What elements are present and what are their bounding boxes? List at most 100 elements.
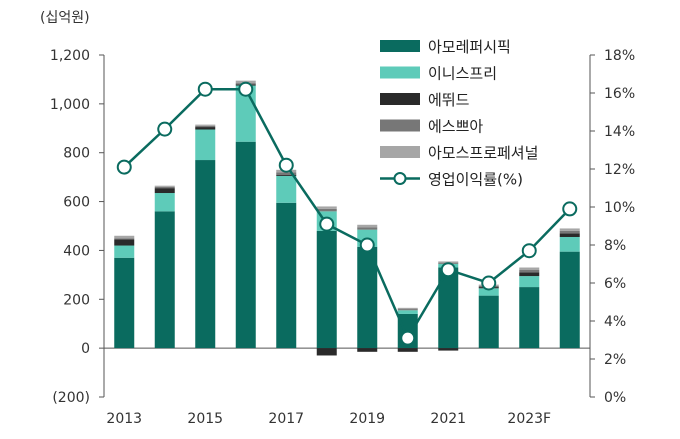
y-tick-label: 1,200	[50, 48, 90, 64]
operating-margin-line	[116, 81, 578, 346]
bar-segment	[195, 125, 216, 128]
bar-segment	[316, 348, 337, 356]
bar-segment	[357, 348, 378, 352]
x-tick-label: 2023F	[507, 411, 551, 427]
bar-segment	[154, 185, 175, 187]
bar-segment	[114, 257, 135, 349]
bar-segment	[519, 267, 540, 270]
legend-swatch	[380, 40, 420, 52]
bar-segment	[397, 348, 418, 352]
bar-segment	[316, 208, 337, 212]
y-tick-label: 0	[81, 341, 90, 357]
bar-segment	[519, 269, 540, 273]
bar-segment	[519, 272, 540, 277]
legend-swatch	[380, 119, 420, 132]
legend-label: 아모스프로페셔널	[428, 144, 538, 162]
bar-segment	[397, 309, 418, 311]
x-tick-label: 2015	[187, 411, 223, 427]
bar-segment	[438, 348, 459, 351]
operating-margin-point	[238, 81, 254, 97]
bar-segment	[114, 239, 135, 246]
bar-segment	[235, 141, 256, 349]
y2-tick-label: 8%	[604, 238, 626, 254]
y2-tick-label: 12%	[604, 162, 635, 178]
bar-segment	[438, 261, 459, 263]
bar-segment	[519, 276, 540, 288]
legend-swatch	[380, 66, 420, 79]
bar-segment	[559, 228, 580, 231]
bar-segment	[357, 246, 378, 349]
bar-segment	[276, 174, 297, 176]
bar-segment	[114, 238, 135, 240]
bar-segment	[276, 202, 297, 349]
bar-segment	[357, 227, 378, 230]
x-tick-label: 2017	[268, 411, 304, 427]
operating-margin-point	[562, 201, 578, 217]
operating-margin-point	[116, 159, 132, 175]
y-tick-label: (200)	[52, 390, 90, 406]
y-tick-label: 400	[63, 243, 90, 259]
legend-label: 아모레퍼시픽	[428, 38, 511, 56]
y2-tick-label: 6%	[604, 276, 626, 292]
operating-margin-point	[278, 157, 294, 173]
bar-segment	[195, 127, 216, 130]
operating-margin-point	[521, 243, 537, 259]
bar-segment	[478, 288, 499, 296]
y-tick-label: 600	[63, 195, 90, 211]
operating-margin-point	[197, 81, 213, 97]
legend-label: 에스쁘아	[428, 118, 483, 136]
y2-tick-label: 18%	[604, 48, 635, 64]
operating-margin-point	[319, 216, 335, 232]
y-tick-label: 200	[63, 292, 90, 308]
operating-margin-point	[359, 237, 375, 253]
bar-segment	[397, 310, 418, 314]
bar-segment	[559, 230, 580, 234]
bar-segment	[195, 124, 216, 126]
legend-swatch	[380, 146, 420, 158]
bar-segment	[114, 235, 135, 239]
bar-segment	[195, 129, 216, 161]
bar-segment	[154, 188, 175, 194]
legend-label: 에뛰드	[428, 91, 470, 109]
bar-segment	[154, 186, 175, 189]
bar-segment	[154, 193, 175, 212]
operating-margin-point	[481, 275, 497, 291]
y-tick-label: 1,000	[50, 97, 90, 113]
y2-tick-label: 10%	[604, 200, 635, 216]
x-tick-label: 2019	[349, 411, 385, 427]
bar-segment	[276, 175, 297, 203]
y2-tick-label: 16%	[604, 86, 635, 102]
bar-segment	[559, 236, 580, 252]
y2-tick-label: 2%	[604, 352, 626, 368]
bar-segment	[559, 233, 580, 237]
bars	[114, 80, 580, 356]
bar-segment	[114, 245, 135, 258]
bar-segment	[316, 206, 337, 209]
y2-tick-label: 0%	[604, 390, 626, 406]
operating-margin-point	[400, 330, 416, 346]
y2-tick-label: 4%	[604, 314, 626, 330]
legend-label: 영업이익률(%)	[428, 171, 523, 189]
bar-segment	[316, 230, 337, 349]
bar-segment	[438, 267, 459, 349]
legend-swatch	[380, 93, 420, 105]
y2-tick-label: 14%	[604, 124, 635, 140]
bar-segment	[154, 211, 175, 349]
x-tick-label: 2021	[430, 411, 466, 427]
legend-label: 이니스프리	[428, 65, 497, 83]
legend-line-marker	[393, 172, 407, 185]
y-tick-label: 800	[63, 146, 90, 162]
bar-segment	[276, 172, 297, 175]
bar-segment	[559, 251, 580, 349]
bar-segment	[397, 307, 418, 310]
axes: (200) 0 200 400 600 800 1,000 1,200 0% 2% 4% 6% 8% 10…	[50, 48, 635, 427]
bar-segment	[357, 224, 378, 228]
bar-segment	[519, 287, 540, 349]
bar-segment	[478, 295, 499, 349]
x-tick-label: 2013	[106, 411, 142, 427]
operating-margin-polyline	[123, 87, 571, 341]
bar-segment	[195, 160, 216, 349]
operating-margin-point	[157, 121, 173, 137]
